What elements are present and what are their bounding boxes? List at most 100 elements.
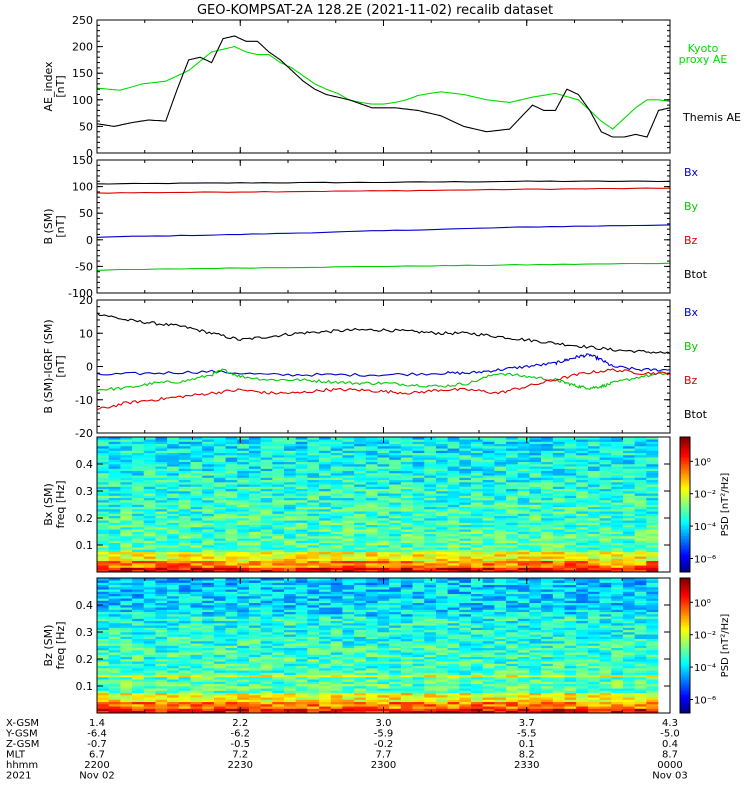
spectrogram-cell: [622, 464, 635, 467]
spectrogram-cell: [342, 699, 355, 703]
spectrogram-cell: [494, 504, 507, 508]
spectrogram-cell: [611, 554, 624, 557]
spectrogram-cell: [389, 558, 402, 562]
spectrogram-cell: [284, 482, 296, 485]
spectrogram-cell: [377, 459, 390, 463]
spectrogram-cell: [342, 509, 355, 512]
spectrogram-cell: [541, 529, 554, 532]
spectrogram-cell: [284, 602, 296, 606]
spectrogram-cell: [482, 446, 495, 449]
colorbar-segment: [680, 493, 690, 496]
spectrogram-cell: [541, 439, 554, 442]
spectrogram-cell: [377, 643, 390, 646]
spectrogram-cell: [459, 486, 472, 490]
spectrogram-cell: [132, 587, 145, 590]
spectrogram-cell: [108, 482, 121, 485]
spectrogram-cell: [167, 598, 180, 601]
spectrogram-cell: [599, 475, 612, 478]
spectrogram-cell: [447, 529, 460, 532]
spectrogram-cell: [178, 504, 191, 508]
spectrogram-cell: [354, 560, 367, 564]
spectrogram-cell: [634, 500, 647, 503]
spectrogram-cell: [389, 491, 402, 494]
spectrogram-cell: [132, 650, 145, 653]
spectrogram-cell: [622, 461, 635, 465]
spectrogram-cell: [237, 699, 250, 703]
spectrogram-cell: [622, 513, 635, 517]
spectrogram-cell: [237, 448, 250, 451]
spectrogram-cell: [167, 710, 180, 714]
spectrogram-cell: [132, 549, 145, 553]
spectrogram-cell: [365, 446, 378, 449]
spectrogram-cell: [330, 650, 343, 653]
spectrogram-cell: [646, 448, 659, 451]
spectrogram-cell: [155, 446, 168, 449]
spectrogram-cell: [202, 452, 215, 456]
spectrogram-cell: [634, 497, 647, 501]
spectrogram-cell: [260, 461, 273, 465]
spectrogram-cell: [622, 448, 635, 451]
spectrogram-cell: [459, 515, 472, 519]
spectrogram-cell: [120, 567, 133, 571]
y-axis-label: Bx (SM)freq [Hz]: [42, 480, 67, 528]
spectrogram-cell: [237, 645, 250, 649]
spectrogram-cell: [284, 681, 296, 685]
spectrogram-cell: [400, 638, 413, 642]
spectrogram-cell: [552, 536, 565, 539]
spectrogram-cell: [237, 701, 250, 705]
spectrogram-cell: [330, 591, 343, 595]
spectrogram-cell: [108, 486, 121, 490]
spectrogram-cell: [132, 634, 145, 637]
spectrogram-cell: [646, 482, 659, 485]
spectrogram-cell: [646, 531, 659, 535]
spectrogram-cell: [213, 708, 226, 712]
spectrogram-cell: [389, 598, 402, 601]
spectrogram-cell: [108, 706, 121, 709]
spectrogram-cell: [120, 477, 133, 481]
spectrogram-cell: [319, 511, 332, 514]
series-line-bz: [96, 368, 671, 410]
spectrogram-cell: [471, 468, 483, 472]
spectrogram-cell: [120, 710, 133, 714]
spectrogram-cell: [389, 679, 402, 682]
spectrogram-cell: [132, 609, 145, 613]
spectrogram-cell: [248, 627, 261, 631]
spectrogram-cell: [342, 551, 355, 555]
spectrogram-cell: [587, 511, 600, 514]
series-line-bz: [96, 187, 671, 194]
spectrogram-cell: [564, 549, 577, 553]
spectrogram-cell: [342, 554, 355, 557]
spectrogram-cell: [319, 587, 332, 590]
spectrogram-cell: [611, 484, 624, 487]
spectrogram-cell: [412, 625, 425, 628]
spectrogram-cell: [237, 540, 250, 544]
spectrogram-cell: [412, 547, 425, 550]
spectrogram-cell: [435, 538, 448, 541]
spectrogram-cell: [178, 518, 191, 521]
spectrogram-cell: [260, 540, 273, 544]
spectrogram-cell: [389, 614, 402, 617]
spectrogram-cell: [471, 511, 483, 514]
spectrogram-cell: [471, 551, 483, 555]
spectrogram-cell: [576, 529, 589, 532]
spectrogram-cell: [634, 475, 647, 478]
spectrogram-cell: [272, 527, 285, 530]
spectrogram-cell: [541, 488, 554, 492]
spectrogram-cell: [365, 605, 378, 608]
spectrogram-cell: [634, 569, 647, 573]
spectrogram-cell: [517, 491, 530, 494]
spectrogram-cell: [213, 554, 226, 557]
spectrogram-cell: [342, 643, 355, 646]
spectrogram-cell: [541, 524, 554, 528]
spectrogram-cell: [587, 569, 600, 573]
spectrogram-cell: [120, 531, 133, 535]
spectrogram-cell: [354, 569, 367, 573]
spectrogram-cell: [143, 464, 156, 467]
spectrogram-cell: [342, 600, 355, 604]
spectrogram-cell: [587, 531, 600, 535]
spectrogram-cell: [576, 563, 589, 566]
spectrogram-cell: [213, 661, 226, 664]
spectrogram-cell: [552, 542, 565, 546]
spectrogram-cell: [307, 589, 320, 592]
